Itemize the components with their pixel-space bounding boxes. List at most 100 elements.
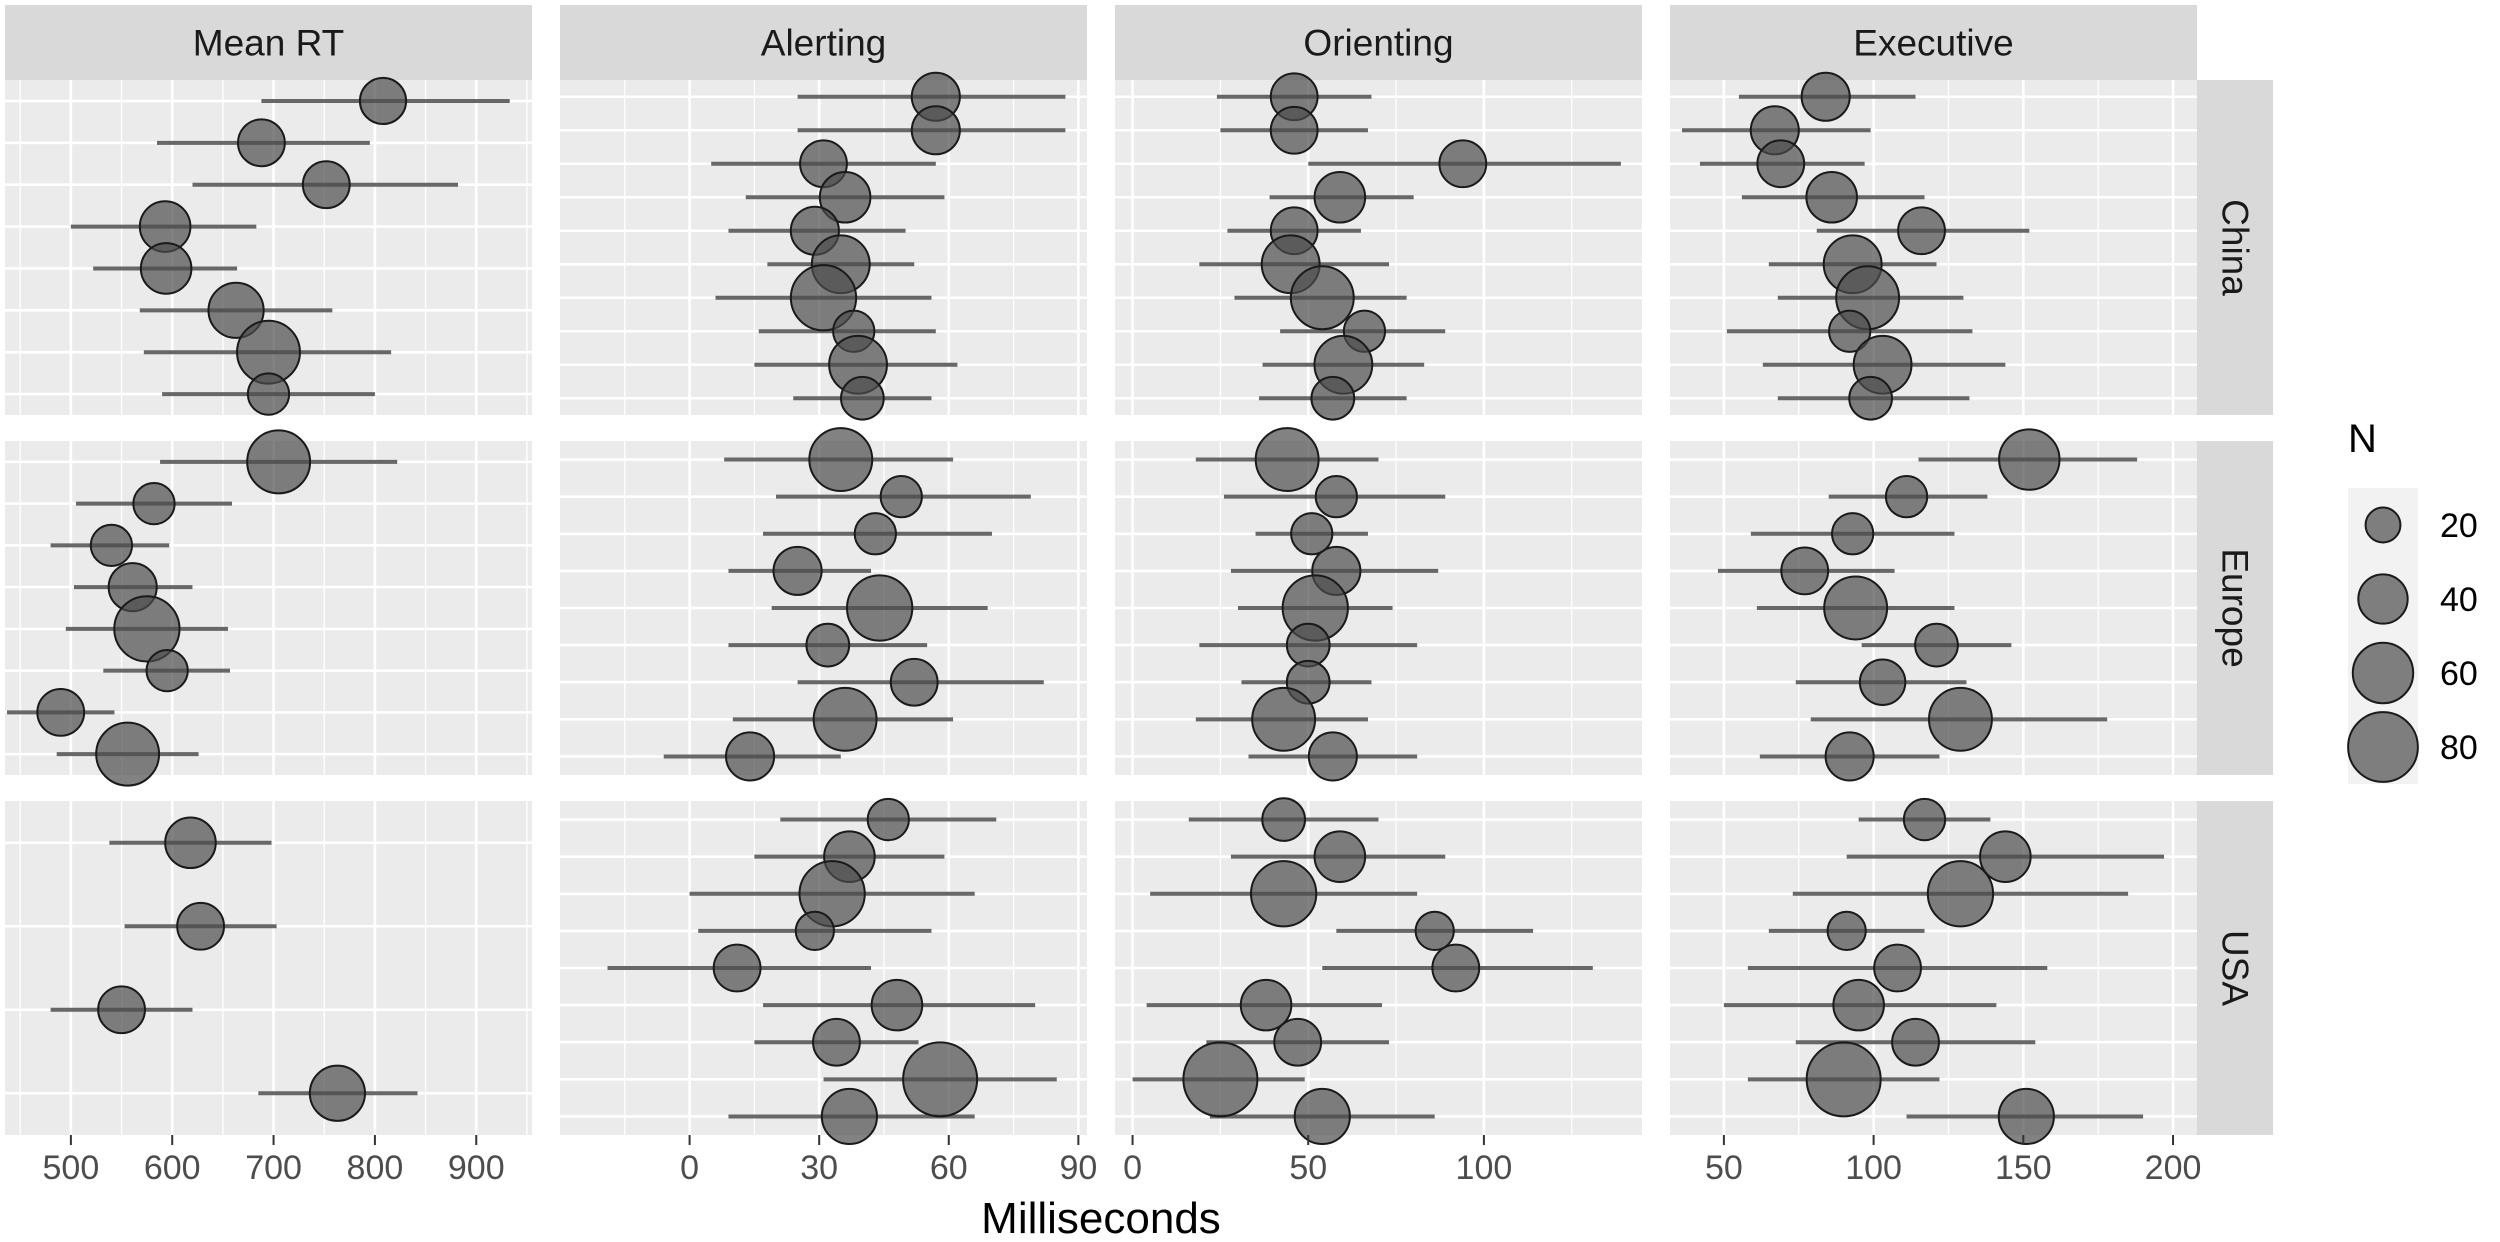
x-axis-orienting: 0 50 100 <box>1123 1135 1512 1187</box>
panel-china-orienting <box>1115 72 1642 421</box>
legend-key-point <box>2364 506 2402 544</box>
row-strip-label: Europe <box>2215 548 2256 667</box>
data-point <box>889 657 939 707</box>
x-tick-label: 100 <box>1456 1149 1513 1187</box>
legend-label: 60 <box>2440 655 2478 693</box>
panel-china-alerting <box>560 71 1087 421</box>
panel-background <box>5 801 532 1135</box>
data-point <box>207 281 265 339</box>
panel-usa-executive <box>1670 797 2197 1146</box>
data-point <box>1926 860 1995 928</box>
row-strip-europe: Europe <box>2197 441 2273 775</box>
data-point <box>1858 658 1907 706</box>
x-tick-label: 700 <box>245 1149 302 1187</box>
data-point <box>853 512 897 556</box>
data-point <box>1828 309 1872 353</box>
x-tick-label: 500 <box>43 1149 100 1187</box>
data-point <box>1823 575 1889 641</box>
data-point <box>1314 475 1358 519</box>
x-tick-label: 900 <box>448 1149 505 1187</box>
data-point <box>36 687 86 737</box>
x-axis-title: Milliseconds <box>981 1194 1221 1242</box>
data-point <box>820 1087 878 1146</box>
data-point <box>1239 978 1293 1032</box>
x-tick-label: 200 <box>2145 1149 2202 1187</box>
data-point <box>1261 797 1307 842</box>
panel-usa-alerting <box>560 797 1087 1146</box>
data-point <box>1182 1041 1259 1118</box>
panel-usa-orienting <box>1115 797 1642 1146</box>
data-point <box>1438 139 1488 189</box>
data-point <box>1313 170 1367 224</box>
data-point <box>176 901 225 951</box>
data-point <box>1313 830 1367 883</box>
panel-europe-alerting <box>560 427 1087 782</box>
x-tick-label: 800 <box>347 1149 404 1187</box>
data-point <box>902 1041 979 1118</box>
x-tick-label: 0 <box>680 1149 699 1187</box>
data-point <box>1293 1087 1351 1146</box>
data-point <box>910 105 961 156</box>
data-point <box>712 943 762 993</box>
column-strip-executive: Executive <box>1670 5 2197 80</box>
data-point <box>879 475 923 519</box>
data-point <box>1290 512 1334 556</box>
legend-key-point <box>2351 641 2415 705</box>
legend-label: 40 <box>2440 581 2478 619</box>
data-point <box>1831 512 1875 556</box>
data-point <box>1273 1017 1323 1067</box>
panel-europe-executive <box>1670 428 2197 782</box>
data-point <box>1307 731 1358 782</box>
legend-label: 20 <box>2440 507 2478 545</box>
column-strip-label: Orienting <box>1303 23 1453 64</box>
row-strip-usa: USA <box>2197 801 2273 1135</box>
panel-usa-mean-rt <box>5 801 532 1135</box>
data-point <box>1780 546 1830 596</box>
data-point <box>308 1064 366 1122</box>
legend: N 20 40 60 80 <box>2347 417 2478 784</box>
data-point <box>808 427 874 492</box>
column-strip-label: Alerting <box>761 23 886 64</box>
data-point <box>1756 139 1806 189</box>
panel-china-mean-rt <box>5 76 532 416</box>
legend-title: N <box>2348 417 2377 461</box>
data-point <box>1826 910 1867 951</box>
data-point <box>1824 731 1875 782</box>
data-point <box>1997 1087 2055 1146</box>
x-axis-executive: 50 100 150 200 <box>1705 1135 2201 1187</box>
x-tick-label: 50 <box>1289 1149 1327 1187</box>
column-strip-bg <box>560 5 1087 80</box>
data-point <box>794 910 835 951</box>
data-point <box>818 170 872 224</box>
data-point <box>89 523 134 568</box>
data-point <box>132 481 176 526</box>
data-point <box>840 375 885 421</box>
x-tick-label: 600 <box>144 1149 201 1187</box>
data-point <box>812 686 878 752</box>
row-strip-label: USA <box>2215 930 2256 1006</box>
data-point <box>1928 686 1993 752</box>
x-tick-label: 100 <box>1845 1149 1902 1187</box>
data-point <box>870 978 924 1032</box>
data-point <box>725 731 776 782</box>
data-point <box>139 242 193 295</box>
data-point <box>1251 686 1317 752</box>
row-strip-china: China <box>2197 80 2273 415</box>
data-point <box>1914 622 1959 668</box>
data-point <box>113 595 181 663</box>
data-point <box>246 372 291 416</box>
data-point <box>164 816 217 870</box>
data-point <box>1979 830 2032 883</box>
row-strip-bg <box>2197 80 2273 415</box>
x-tick-label: 0 <box>1123 1149 1142 1187</box>
data-point <box>1897 206 1946 256</box>
data-point <box>1805 1041 1882 1118</box>
data-point <box>789 264 858 332</box>
data-point <box>1873 943 1922 993</box>
x-tick-label: 90 <box>1059 1149 1097 1187</box>
panel-background <box>5 441 532 775</box>
row-strip-label: China <box>2215 199 2256 296</box>
data-point <box>1848 375 1893 421</box>
legend-label: 80 <box>2440 729 2478 767</box>
column-strip-orienting: Orienting <box>1115 5 1642 80</box>
